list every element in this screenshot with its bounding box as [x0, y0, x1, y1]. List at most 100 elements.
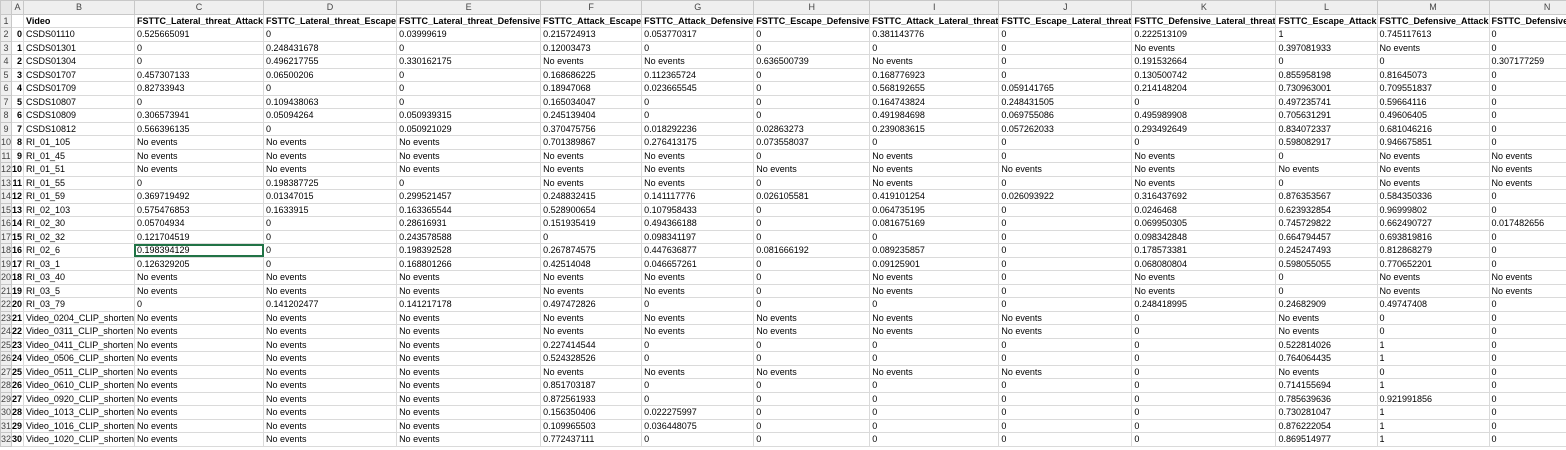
value-cell[interactable]: 0	[1488, 229, 1566, 244]
value-cell[interactable]: 0.198387725	[262, 175, 398, 190]
value-cell[interactable]: No events	[133, 135, 265, 150]
row-header[interactable]: 22	[0, 297, 13, 312]
value-cell[interactable]: 0.307177259	[1488, 54, 1566, 69]
value-cell[interactable]: 0.306573941	[133, 108, 265, 123]
video-cell[interactable]: RI_01_51	[23, 162, 135, 177]
value-cell[interactable]: No events	[1488, 283, 1566, 298]
value-cell[interactable]: 0.681046216	[1376, 121, 1490, 136]
value-cell[interactable]: No events	[753, 310, 871, 325]
value-cell[interactable]: No events	[262, 351, 398, 366]
value-cell[interactable]: FSTTC_Escape_Defensive	[753, 13, 871, 28]
row-header[interactable]: 27	[0, 364, 13, 379]
row-header[interactable]: 17	[0, 229, 13, 244]
column-header-d[interactable]: D	[262, 0, 398, 15]
value-cell[interactable]: 0	[1488, 135, 1566, 150]
value-cell[interactable]: 0.026105581	[753, 189, 871, 204]
value-cell[interactable]: 0	[1488, 418, 1566, 433]
value-cell[interactable]: 0	[753, 378, 871, 393]
value-cell[interactable]: 0.141202477	[262, 297, 398, 312]
value-cell[interactable]: 0.141217178	[396, 297, 542, 312]
value-cell[interactable]: No events	[133, 405, 265, 420]
value-cell[interactable]: No events	[133, 270, 265, 285]
video-cell[interactable]: RI_03_79	[23, 297, 135, 312]
value-cell[interactable]: No events	[540, 162, 643, 177]
value-cell[interactable]: 0.496217755	[262, 54, 398, 69]
value-cell[interactable]: No events	[641, 310, 755, 325]
value-cell[interactable]: No events	[540, 310, 643, 325]
value-cell[interactable]: No events	[641, 148, 755, 163]
row-header[interactable]: 14	[0, 189, 13, 204]
value-cell[interactable]: 0.745117613	[1376, 27, 1490, 42]
value-cell[interactable]: 0.59664116	[1376, 94, 1490, 109]
value-cell[interactable]: 0.276413175	[641, 135, 755, 150]
value-cell[interactable]: No events	[262, 135, 398, 150]
value-cell[interactable]: 0	[753, 256, 871, 271]
video-cell[interactable]: CSDS01707	[23, 67, 135, 82]
value-cell[interactable]: No events	[396, 270, 542, 285]
value-cell[interactable]: 0.068080804	[1131, 256, 1277, 271]
value-cell[interactable]: 0.022275997	[641, 405, 755, 420]
video-cell[interactable]: RI_01_105	[23, 135, 135, 150]
value-cell[interactable]: No events	[753, 162, 871, 177]
value-cell[interactable]: No events	[641, 270, 755, 285]
value-cell[interactable]: No events	[262, 162, 398, 177]
value-cell[interactable]: No events	[262, 324, 398, 339]
value-cell[interactable]: 0.812868279	[1376, 243, 1490, 258]
value-cell[interactable]: 0	[1488, 391, 1566, 406]
value-cell[interactable]: FSTTC_Defensive_Escape	[1488, 13, 1566, 28]
column-header-j[interactable]: J	[998, 0, 1133, 15]
value-cell[interactable]: 0.49606405	[1376, 108, 1490, 123]
value-cell[interactable]: No events	[133, 283, 265, 298]
value-cell[interactable]: 0	[998, 297, 1133, 312]
value-cell[interactable]: 0	[641, 40, 755, 55]
value-cell[interactable]: 0.248418995	[1131, 297, 1277, 312]
value-cell[interactable]: 0.497235741	[1275, 94, 1378, 109]
index-cell[interactable]: 9	[11, 148, 25, 163]
value-cell[interactable]: No events	[396, 364, 542, 379]
column-header-b[interactable]: B	[23, 0, 135, 15]
value-cell[interactable]: 0	[1131, 391, 1277, 406]
value-cell[interactable]: No events	[133, 351, 265, 366]
value-cell[interactable]: No events	[753, 324, 871, 339]
value-cell[interactable]: No events	[1131, 175, 1277, 190]
row-header[interactable]: 12	[0, 162, 13, 177]
value-cell[interactable]: 0.636500739	[753, 54, 871, 69]
value-cell[interactable]: No events	[262, 283, 398, 298]
value-cell[interactable]: 0	[869, 391, 1000, 406]
value-cell[interactable]: 0.081675169	[869, 216, 1000, 231]
value-cell[interactable]: 0	[998, 135, 1133, 150]
index-cell[interactable]: 13	[11, 202, 25, 217]
value-cell[interactable]: 0.089235857	[869, 243, 1000, 258]
value-cell[interactable]: 0	[262, 216, 398, 231]
value-cell[interactable]: 0.855958198	[1275, 67, 1378, 82]
value-cell[interactable]: 0	[1376, 324, 1490, 339]
value-cell[interactable]: 0	[1131, 351, 1277, 366]
index-cell[interactable]: 26	[11, 378, 25, 393]
value-cell[interactable]: No events	[1131, 40, 1277, 55]
value-cell[interactable]: 0.151935419	[540, 216, 643, 231]
value-cell[interactable]: No events	[869, 270, 1000, 285]
value-cell[interactable]: 0.109965503	[540, 418, 643, 433]
value-cell[interactable]: No events	[1376, 40, 1490, 55]
row-header[interactable]: 13	[0, 175, 13, 190]
row-header[interactable]: 23	[0, 310, 13, 325]
value-cell[interactable]: 0.714155694	[1275, 378, 1378, 393]
index-cell[interactable]: 10	[11, 162, 25, 177]
value-cell[interactable]: 0	[1488, 108, 1566, 123]
index-cell[interactable]: 4	[11, 81, 25, 96]
row-header[interactable]: 26	[0, 351, 13, 366]
value-cell[interactable]: 0.664794457	[1275, 229, 1378, 244]
value-cell[interactable]: No events	[641, 364, 755, 379]
value-cell[interactable]: 0.1633915	[262, 202, 398, 217]
column-header-h[interactable]: H	[753, 0, 871, 15]
value-cell[interactable]: 0.112365724	[641, 67, 755, 82]
value-cell[interactable]: 0.050921029	[396, 121, 542, 136]
value-cell[interactable]: 0.381143776	[869, 27, 1000, 42]
index-cell[interactable]: 16	[11, 243, 25, 258]
index-cell[interactable]: 29	[11, 418, 25, 433]
value-cell[interactable]: 0.447636877	[641, 243, 755, 258]
video-cell[interactable]: RI_02_32	[23, 229, 135, 244]
video-cell[interactable]: Video_0311_CLIP_shorten	[23, 324, 135, 339]
value-cell[interactable]: FSTTC_Lateral_threat_Defensive	[396, 13, 542, 28]
value-cell[interactable]: No events	[396, 418, 542, 433]
